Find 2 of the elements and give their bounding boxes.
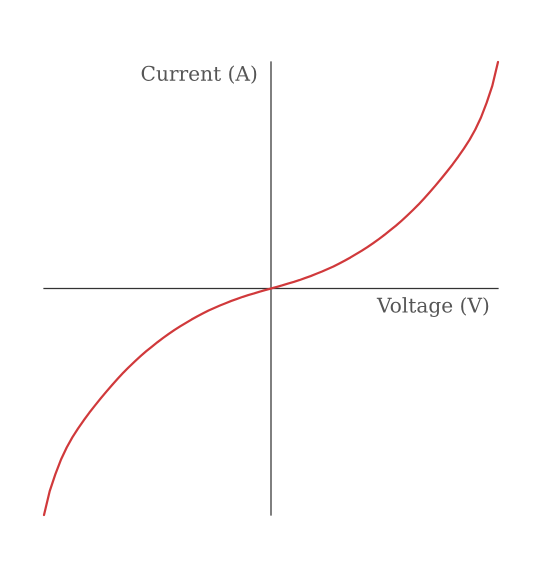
y-axis-title: Current (A) [142, 65, 256, 84]
x-axis-title: Voltage (V) [376, 297, 488, 317]
